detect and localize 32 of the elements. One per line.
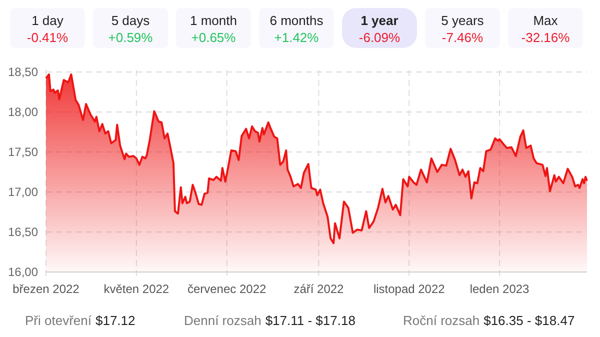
text: Max [533,13,558,28]
x-tick-label: červenec 2022 [187,282,267,296]
text: $17.11 - $17.18 [265,313,356,328]
x-tick-label: leden 2023 [470,282,530,296]
y-tick-label: 16,50 [8,225,38,239]
text: $17.12 [95,313,136,328]
x-tick-label: březen 2022 [12,282,80,296]
text: $16.35 - $18.47 [484,313,575,328]
text: 5 years [441,13,484,28]
text: 1 day [32,13,64,28]
text: 1 year [360,13,398,28]
text: -32.16% [521,30,570,45]
text: Denní rozsah [184,313,262,328]
text: +0.59% [108,30,154,45]
text: 1 month [190,13,237,28]
text: 5 days [111,13,150,28]
y-tick-label: 16,00 [8,265,38,279]
x-tick-label: listopad 2022 [373,282,446,296]
y-tick-label: 17,00 [8,185,38,199]
text: Při otevření [25,313,92,328]
text: -6.09% [358,30,401,45]
text: -0.41% [26,30,69,45]
text: +1.42% [274,30,320,45]
y-tick-label: 18,00 [8,105,38,119]
x-tick-label: květen 2022 [104,282,170,296]
y-tick-label: 18,50 [8,65,38,79]
text: Roční rozsah [403,313,480,328]
text: 6 months [270,13,324,28]
y-tick-label: 17,50 [8,145,38,159]
text: -7.46% [442,30,484,45]
x-tick-label: září 2022 [294,282,344,296]
text: +0.65% [191,30,236,45]
